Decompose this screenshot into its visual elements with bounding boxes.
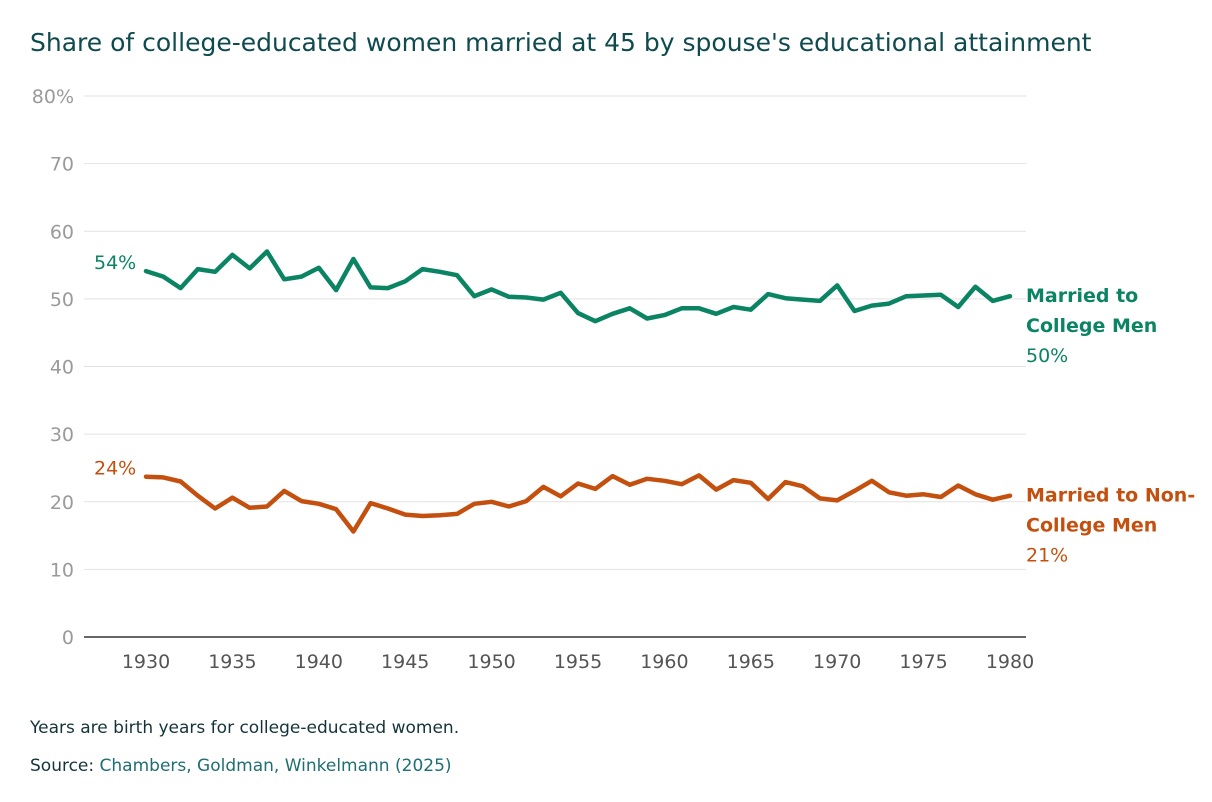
source-prefix: Source: bbox=[30, 756, 100, 776]
x-tick-label: 1970 bbox=[813, 651, 861, 673]
y-tick-label: 70 bbox=[50, 154, 74, 176]
noncollege-men-line bbox=[143, 473, 1013, 534]
y-tick-label: 50 bbox=[50, 289, 74, 311]
x-tick-label: 1960 bbox=[640, 651, 688, 673]
x-tick-label: 1975 bbox=[899, 651, 947, 673]
y-gridlines bbox=[84, 95, 1026, 638]
x-tick-label: 1950 bbox=[467, 651, 515, 673]
series-name-label: Married to Non- bbox=[1026, 485, 1195, 507]
y-tick-label: 30 bbox=[50, 424, 74, 446]
y-tick-label: 60 bbox=[50, 221, 74, 243]
end-value-label: 21% bbox=[1026, 545, 1068, 567]
x-tick-label: 1940 bbox=[295, 651, 343, 673]
y-tick-label: 20 bbox=[50, 492, 74, 514]
y-tick-label: 80% bbox=[32, 86, 74, 108]
end-value-label: 50% bbox=[1026, 345, 1068, 367]
college-men-line bbox=[143, 249, 1013, 324]
y-tick-label: 0 bbox=[62, 627, 74, 649]
y-tick-labels: 0 10 20 30 40 50 60 70 80% bbox=[32, 86, 74, 649]
source-line: Source: Chambers, Goldman, Winkelmann (2… bbox=[30, 756, 452, 776]
start-value-label: 24% bbox=[94, 458, 136, 480]
x-tick-label: 1955 bbox=[554, 651, 602, 673]
y-tick-label: 10 bbox=[50, 559, 74, 581]
x-tick-label: 1930 bbox=[122, 651, 170, 673]
series-name-label: College Men bbox=[1026, 315, 1157, 337]
x-tick-label: 1980 bbox=[986, 651, 1034, 673]
chart-title: Share of college-educated women married … bbox=[30, 28, 1092, 57]
series-name-label: Married to bbox=[1026, 285, 1138, 307]
footnote-birth-years: Years are birth years for college-educat… bbox=[30, 718, 460, 738]
x-tick-label: 1945 bbox=[381, 651, 429, 673]
y-tick-label: 40 bbox=[50, 357, 74, 379]
series-lines bbox=[143, 249, 1013, 534]
x-tick-label: 1935 bbox=[208, 651, 256, 673]
series-labels: 54% Married to College Men 50% 24% Married to… bbox=[94, 252, 1195, 567]
x-tick-labels: 1930 1935 1940 1945 1950 1955 1960 1965 1970 1975… bbox=[122, 651, 1034, 673]
source-link[interactable]: Chambers, Goldman, Winkelmann (2025) bbox=[99, 756, 452, 776]
x-tick-label: 1965 bbox=[727, 651, 775, 673]
series-name-label: College Men bbox=[1026, 515, 1157, 537]
start-value-label: 54% bbox=[94, 252, 136, 274]
